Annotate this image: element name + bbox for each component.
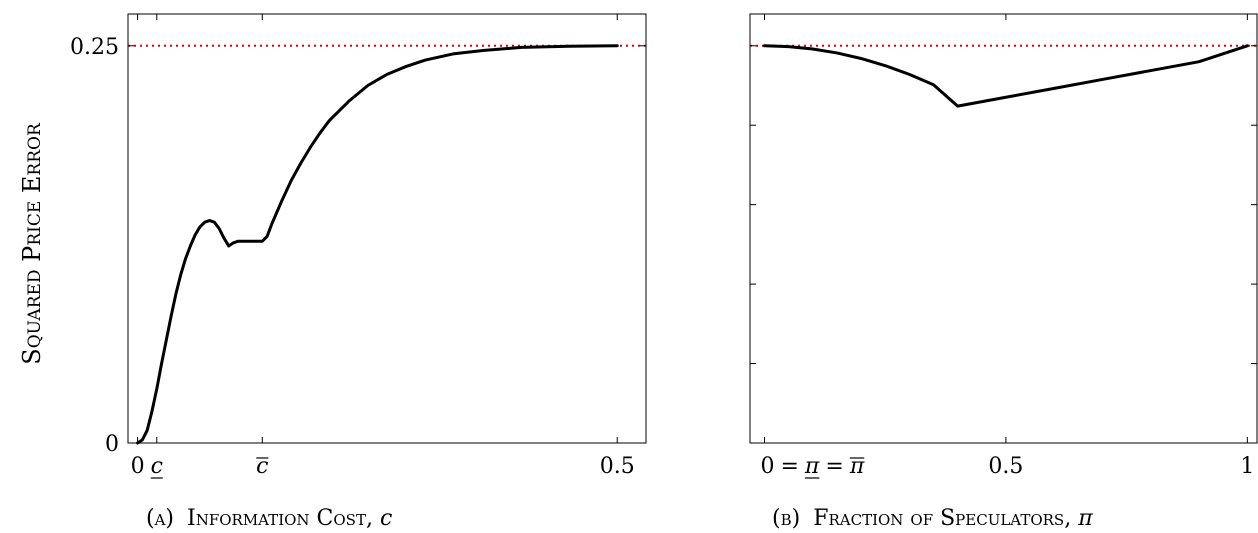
series-a xyxy=(136,44,619,445)
x-tick-label-b-0: 0 = π = π xyxy=(760,454,864,479)
caption-b: (b) Fraction of Speculators, π xyxy=(772,506,1093,531)
caption-b-prefix: (b) xyxy=(772,506,800,531)
series-line-a-0 xyxy=(136,44,619,445)
y-tick-label-a-0: 0 xyxy=(105,432,119,457)
ticks-b: 0 = π = π 0.5 1 xyxy=(750,14,1257,479)
x-tick-label-a-3: 0.5 xyxy=(600,454,635,479)
x-tick-label-part-b-3: = xyxy=(825,454,843,479)
x-tick-label-a-1: c xyxy=(151,454,163,479)
caption-a: (a) Information Cost, c xyxy=(146,506,392,531)
panel-a: 00.250 c c 0.5 (a) Information Cost, c xyxy=(70,13,647,531)
x-tick-label-part-b-4: π xyxy=(849,454,865,479)
caption-a-main: Information Cost, xyxy=(187,506,380,531)
caption-a-var: c xyxy=(380,506,392,531)
y-tick-label-a-1: 0.25 xyxy=(70,35,119,60)
caption-a-prefix: (a) xyxy=(146,506,174,531)
x-tick-label-a-0: 0 xyxy=(131,454,145,479)
ticks-a: 00.250 c c 0.5 xyxy=(70,14,646,479)
series-line-b-0 xyxy=(762,44,1249,108)
caption-b-var: π xyxy=(1077,506,1093,531)
x-tick-label-part-b-0: 0 xyxy=(760,454,774,479)
y-axis-label: Squared Price Error xyxy=(18,122,46,365)
x-tick-label-part-b-1: = xyxy=(780,454,798,479)
plot-frame-a xyxy=(127,13,647,444)
caption-b-main: Fraction of Speculators, xyxy=(813,506,1078,531)
x-tick-label-a-2: c xyxy=(256,454,268,479)
x-tick-label-b-2: 1 xyxy=(1240,454,1254,479)
series-b xyxy=(762,44,1249,108)
panel-b: 0 = π = π 0.5 1 (b) Fraction of Speculators, π xyxy=(749,13,1258,531)
x-tick-label-b-1: 0.5 xyxy=(988,454,1023,479)
plot-frame-b xyxy=(749,13,1258,444)
x-tick-label-part-b-2: π xyxy=(804,454,820,479)
